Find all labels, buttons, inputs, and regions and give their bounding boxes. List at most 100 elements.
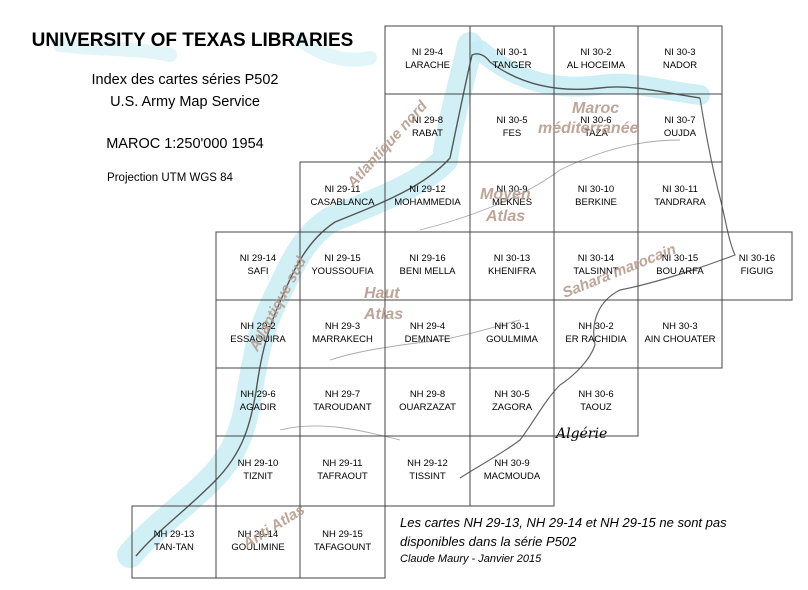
sheet-code: NI 30-11 <box>662 184 698 195</box>
sheet-name: FES <box>502 128 522 139</box>
sheet-name: AIN CHOUATER <box>644 334 716 345</box>
author-credit: Claude Maury - Janvier 2015 <box>400 553 542 565</box>
sheet-label: NI 30-6 TAZA <box>554 114 638 140</box>
sheet-label: NI 30-15 BOU ARFA <box>638 252 722 278</box>
sheet-label: NI 30-14 TALSINNT <box>554 252 638 278</box>
sheet-label: NI 30-13 KHENIFRA <box>470 252 554 278</box>
sheet-name: ESSAOUIRA <box>230 334 286 345</box>
sheet-code: NH 30-6 <box>578 389 614 400</box>
sheet-code: NI 29-15 <box>324 253 361 264</box>
sheet-name: BERKINE <box>575 197 617 208</box>
coastline <box>135 53 701 557</box>
sheet-code: NH 29-6 <box>240 389 276 400</box>
region-maroc: Maroc <box>572 100 620 117</box>
region-haut: Haut <box>364 285 400 302</box>
sheet-name: TAROUDANT <box>313 402 372 413</box>
sheet-cell <box>469 435 555 507</box>
sheet-code: NI 30-14 <box>577 253 615 264</box>
region-atlas-moyen: Atlas <box>486 208 526 225</box>
sheet-label: NH 29-3 MARRAKECH <box>300 320 385 346</box>
sheet-label: NI 30-10 BERKINE <box>554 183 638 209</box>
sheet-name: TANDRARA <box>654 197 706 208</box>
sheet-name: TAZA <box>584 128 608 139</box>
sheet-name: BENI MELLA <box>399 266 456 277</box>
region-mediterranee: méditerranée <box>538 120 639 137</box>
sheet-name: MACMOUDA <box>483 471 541 482</box>
sheet-code: NH 30-2 <box>578 321 614 332</box>
sheet-name: FIGUIG <box>740 266 774 277</box>
sheet-name: AGADIR <box>239 402 277 413</box>
sheet-label: NH 29-11 TAFRAOUT <box>300 457 385 483</box>
sheet-name: TAFRAOUT <box>317 471 368 482</box>
sheet-code: NH 29-15 <box>322 529 363 540</box>
sheet-label: NH 30-2 ER RACHIDIA <box>554 320 638 346</box>
sheet-label: NH 30-6 TAOUZ <box>554 388 638 414</box>
sheet-label: NI 30-7 OUJDA <box>638 114 722 140</box>
sheet-name: ER RACHIDIA <box>565 334 627 345</box>
sheet-code: NI 30-6 <box>580 115 612 126</box>
availability-note-line2: disponibles dans la série P502 <box>400 534 577 549</box>
subtitle-series: Index des cartes séries P502 <box>91 72 279 88</box>
sheet-code: NI 29-14 <box>239 253 277 264</box>
sheet-grid <box>131 25 793 579</box>
sheet-label: NI 29-14 SAFI <box>216 252 300 278</box>
sheet-label: NH 29-4 DEMNATE <box>385 320 470 346</box>
sheet-label: NI 30-5 FES <box>470 114 554 140</box>
sheet-name: DEMNATE <box>404 334 451 345</box>
page-title: UNIVERSITY OF TEXAS LIBRARIES <box>31 30 354 51</box>
sheet-code: NI 30-7 <box>664 115 696 126</box>
sheet-code: NH 29-13 <box>153 529 195 540</box>
sheet-code: NH 29-14 <box>237 529 279 540</box>
sheet-label: NI 29-4 LARACHE <box>385 46 470 72</box>
sheet-label: NH 29-8 OUARZAZAT <box>385 388 470 414</box>
region-moyen: Moyen <box>480 186 531 203</box>
sheet-name: TANGER <box>492 60 532 71</box>
sheet-label: NH 29-2 ESSAOUIRA <box>216 320 300 346</box>
sheet-code: NH 30-1 <box>494 321 530 332</box>
sheet-label: NI 29-16 BENI MELLA <box>385 252 470 278</box>
country-label-algerie: Algérie <box>556 426 608 442</box>
sheet-name: TISSINT <box>409 471 446 482</box>
sheet-name: MOHAMMEDIA <box>394 197 461 208</box>
sheet-label: NH 29-12 TISSINT <box>385 457 470 483</box>
sheet-label: NI 30-1 TANGER <box>470 46 554 72</box>
sheet-name: OUARZAZAT <box>399 402 456 413</box>
sheet-cell <box>637 299 723 369</box>
map-scale: MAROC 1:250'000 1954 <box>106 136 264 152</box>
sheet-code: NI 30-16 <box>738 253 776 264</box>
sheet-code: NH 30-9 <box>494 458 530 469</box>
sheet-cell <box>553 367 639 437</box>
sheet-code: NH 29-2 <box>240 321 276 332</box>
border-line <box>459 97 736 479</box>
sheet-label: NH 30-1 GOULMIMA <box>470 320 554 346</box>
sheet-name: TAOUZ <box>580 402 612 413</box>
sheet-name: GOULMIMA <box>486 334 538 345</box>
sheet-name: CASABLANCA <box>310 197 375 208</box>
sheet-name: TALSINNT <box>573 266 619 277</box>
sheet-code: NI 30-5 <box>496 115 528 126</box>
sheet-label: NH 30-3 AIN CHOUATER <box>638 320 722 346</box>
sheet-name: MEKNES <box>491 197 533 208</box>
sheet-code: NH 29-11 <box>322 458 363 469</box>
sheet-label: NI 29-12 MOHAMMEDIA <box>385 183 470 209</box>
sheet-name: AL HOCEIMA <box>566 60 626 71</box>
sheet-code: NH 29-10 <box>237 458 279 469</box>
sheet-name: OUJDA <box>663 128 697 139</box>
sheet-label: NH 29-13 TAN-TAN <box>132 528 216 554</box>
sheet-code: NH 29-12 <box>407 458 448 469</box>
sheet-label: NH 29-7 TAROUDANT <box>300 388 385 414</box>
sheet-name: YOUSSOUFIA <box>311 266 374 277</box>
sheet-label: NI 30-11 TANDRARA <box>638 183 722 209</box>
sheet-label: NH 29-14 GOULIMINE <box>216 528 300 554</box>
sheet-code: NH 29-4 <box>409 321 446 332</box>
sheet-label: NI 29-15 YOUSSOUFIA <box>300 252 385 278</box>
sheet-label: NI 30-16 FIGUIG <box>722 252 792 278</box>
sheet-code: NI 29-11 <box>324 184 361 195</box>
map-projection: Projection UTM WGS 84 <box>107 172 233 184</box>
sheet-code: NH 30-5 <box>494 389 530 400</box>
sheet-label: NH 30-9 MACMOUDA <box>470 457 554 483</box>
sheet-name: GOULIMINE <box>231 542 285 553</box>
sheet-code: NI 30-3 <box>664 47 696 58</box>
sheet-label: NI 30-3 NADOR <box>638 46 722 72</box>
sheet-code: NH 29-3 <box>324 321 361 332</box>
